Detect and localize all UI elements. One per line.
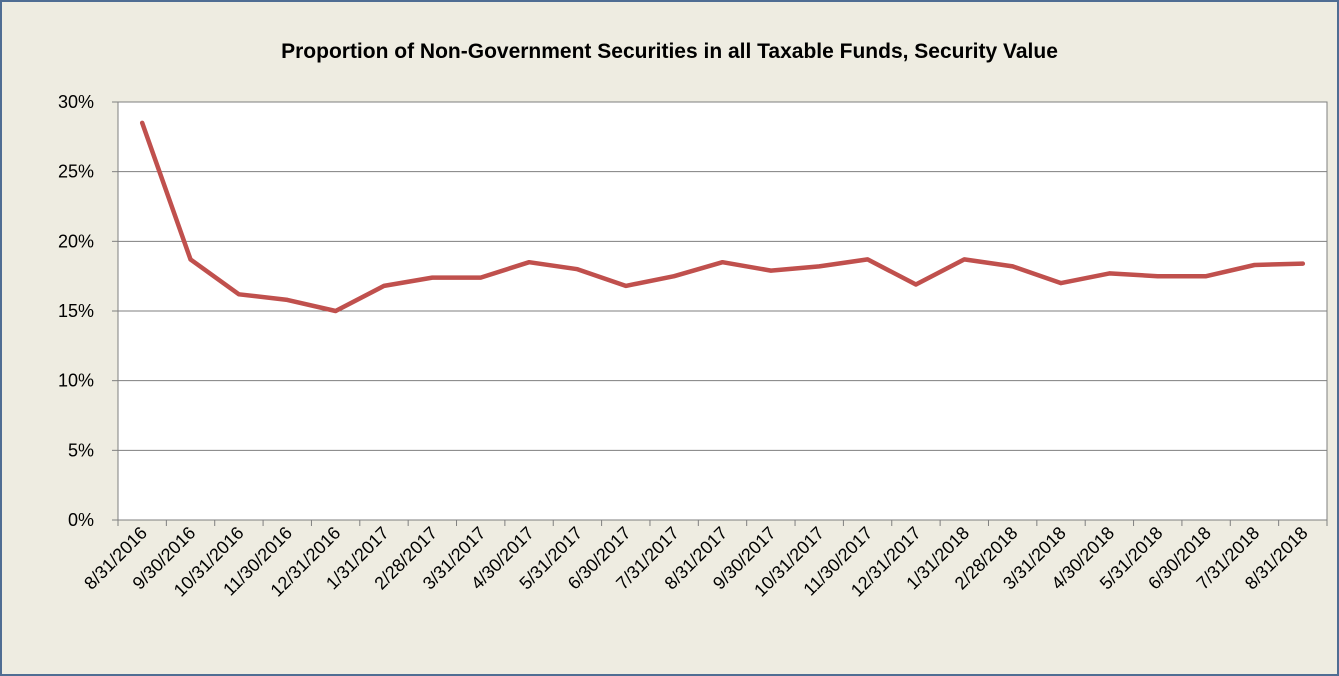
data-point <box>623 283 628 288</box>
gridlines <box>118 101 1327 521</box>
data-point <box>672 274 677 279</box>
data-point <box>1204 274 1209 279</box>
data-point <box>140 120 145 125</box>
y-tick-label: 30% <box>58 92 94 112</box>
data-point <box>768 268 773 273</box>
data-point <box>962 257 967 262</box>
y-axis-ticks: 0% 5% 10% 15% 20% 25% 30% <box>58 92 118 530</box>
y-tick-label: 0% <box>68 510 94 530</box>
y-tick-label: 5% <box>68 440 94 460</box>
y-tick-label: 25% <box>58 162 94 182</box>
x-axis-ticks: 8/31/20169/30/201610/31/201611/30/201612… <box>80 520 1328 601</box>
data-point <box>720 260 725 265</box>
data-point <box>913 282 918 287</box>
data-point <box>817 264 822 269</box>
data-point <box>1010 264 1015 269</box>
data-point <box>333 309 338 313</box>
data-point <box>236 292 241 297</box>
data-point <box>478 275 483 280</box>
data-point <box>381 283 386 288</box>
data-point <box>1155 274 1160 279</box>
series-group <box>139 120 1306 314</box>
data-point <box>575 267 580 272</box>
data-point <box>1059 281 1064 286</box>
data-point <box>1252 263 1257 268</box>
chart-title: Proportion of Non-Government Securities … <box>281 40 1058 63</box>
data-point <box>430 275 435 280</box>
data-point <box>865 257 870 262</box>
y-tick-label: 10% <box>58 371 94 391</box>
data-point <box>527 260 532 265</box>
y-tick-label: 20% <box>58 231 94 251</box>
data-point <box>1300 261 1305 266</box>
data-point <box>1107 271 1112 276</box>
data-point <box>188 257 193 262</box>
data-point <box>285 297 290 302</box>
y-tick-label: 15% <box>58 301 94 321</box>
